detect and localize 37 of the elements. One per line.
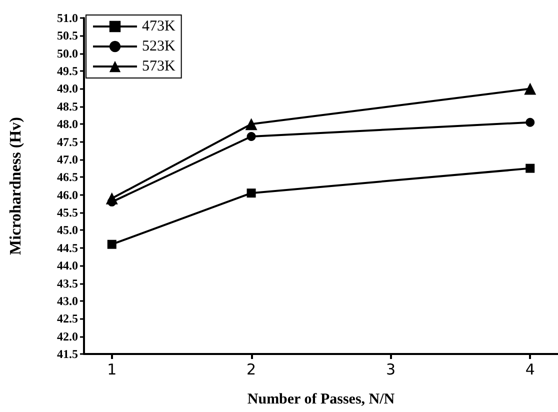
y-tick-label: 49.0 bbox=[57, 82, 78, 96]
x-tick-label: 2 bbox=[246, 360, 256, 378]
y-tick-label: 51.0 bbox=[57, 11, 78, 25]
point bbox=[526, 118, 535, 127]
y-axis-title: Microhardness (Hv) bbox=[8, 117, 24, 255]
y-tick-label: 42.0 bbox=[57, 329, 78, 344]
point bbox=[246, 188, 256, 198]
y-tick-label: 41.5 bbox=[57, 347, 78, 361]
y-tick-label: 43.0 bbox=[57, 294, 78, 308]
y-tick-label: 50.5 bbox=[57, 28, 78, 43]
y-tick-label: 44.5 bbox=[57, 240, 78, 255]
y-tick-label: 46.5 bbox=[57, 170, 78, 184]
point bbox=[526, 164, 535, 173]
x-tick-label: 4 bbox=[525, 360, 535, 378]
point bbox=[107, 197, 116, 206]
y-tick-label: 47.0 bbox=[57, 152, 78, 166]
y-tick-label: 42.5 bbox=[57, 312, 78, 326]
y-tick-label: 46.0 bbox=[57, 188, 78, 202]
x-axis-title: Number of Passes, N/N bbox=[247, 392, 395, 408]
x-tick-label: 3 bbox=[386, 360, 396, 378]
point bbox=[246, 132, 256, 141]
y-tick-label: 43.5 bbox=[57, 276, 78, 290]
y-tick-label: 44.0 bbox=[57, 258, 78, 273]
legend-label: 523K bbox=[142, 38, 176, 54]
x-tick-label: 1 bbox=[107, 360, 117, 378]
y-tick-label: 50.0 bbox=[57, 46, 78, 60]
y-tick-label: 45.5 bbox=[57, 206, 78, 220]
y-tick-label: 48.0 bbox=[57, 117, 78, 132]
point bbox=[245, 118, 258, 130]
legend-label: 473K bbox=[142, 18, 176, 34]
y-tick-label: 48.5 bbox=[57, 99, 78, 114]
point bbox=[524, 82, 536, 95]
y-tick-label: 47.5 bbox=[57, 134, 78, 149]
y-tick-label: 49.5 bbox=[57, 64, 78, 78]
y-tick-label: 45.0 bbox=[57, 223, 78, 238]
legend-label: 573K bbox=[142, 58, 176, 74]
point bbox=[107, 240, 116, 249]
